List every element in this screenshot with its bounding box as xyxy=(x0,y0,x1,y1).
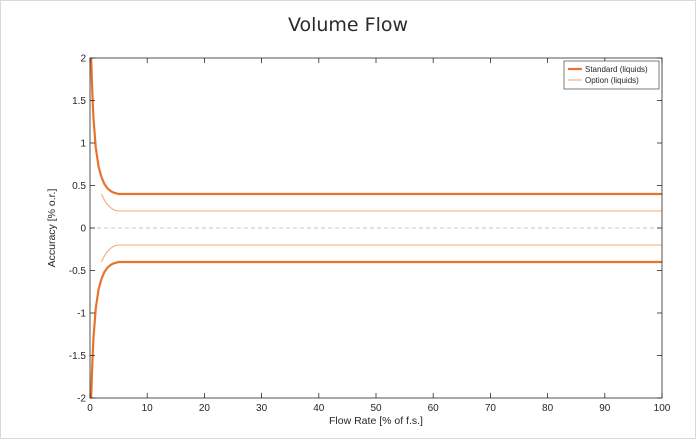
y-tick-label: -1 xyxy=(77,309,86,320)
legend-box xyxy=(563,60,660,90)
y-tick-label: -1.5 xyxy=(69,351,87,362)
x-tick-label: 0 xyxy=(87,403,93,414)
series-line-2-upper xyxy=(100,193,662,212)
y-tick-label: 1 xyxy=(80,139,86,150)
x-tick-label: 30 xyxy=(256,403,268,414)
y-tick-label: 0 xyxy=(80,224,86,235)
x-tick-label: 40 xyxy=(313,403,325,414)
legend-label: Standard (liquids) xyxy=(585,65,648,74)
legend-label: Option (liquids) xyxy=(585,76,639,85)
x-tick-label: 70 xyxy=(485,403,497,414)
x-tick-label: 100 xyxy=(654,403,671,414)
y-tick-label: 0.5 xyxy=(72,181,86,192)
y-tick-label: 1.5 xyxy=(72,96,86,107)
series-line-1-lower xyxy=(90,260,662,399)
x-tick-label: 90 xyxy=(599,403,611,414)
x-tick-label: 50 xyxy=(370,403,382,414)
x-tick-label: 10 xyxy=(142,403,154,414)
x-axis-label: Flow Rate [% of f.s.] xyxy=(329,415,423,427)
series-line-2-lower xyxy=(100,244,662,263)
x-tick-label: 80 xyxy=(542,403,554,414)
x-tick-label: 60 xyxy=(428,403,440,414)
chart-title: Volume Flow xyxy=(287,14,409,36)
y-tick-label: 2 xyxy=(80,54,86,65)
y-axis-label: Accuracy [% o.r.] xyxy=(46,189,58,268)
y-tick-label: -0.5 xyxy=(69,266,87,277)
x-tick-label: 20 xyxy=(199,403,211,414)
series-line-1-upper xyxy=(90,57,662,196)
y-tick-label: -2 xyxy=(77,394,86,405)
